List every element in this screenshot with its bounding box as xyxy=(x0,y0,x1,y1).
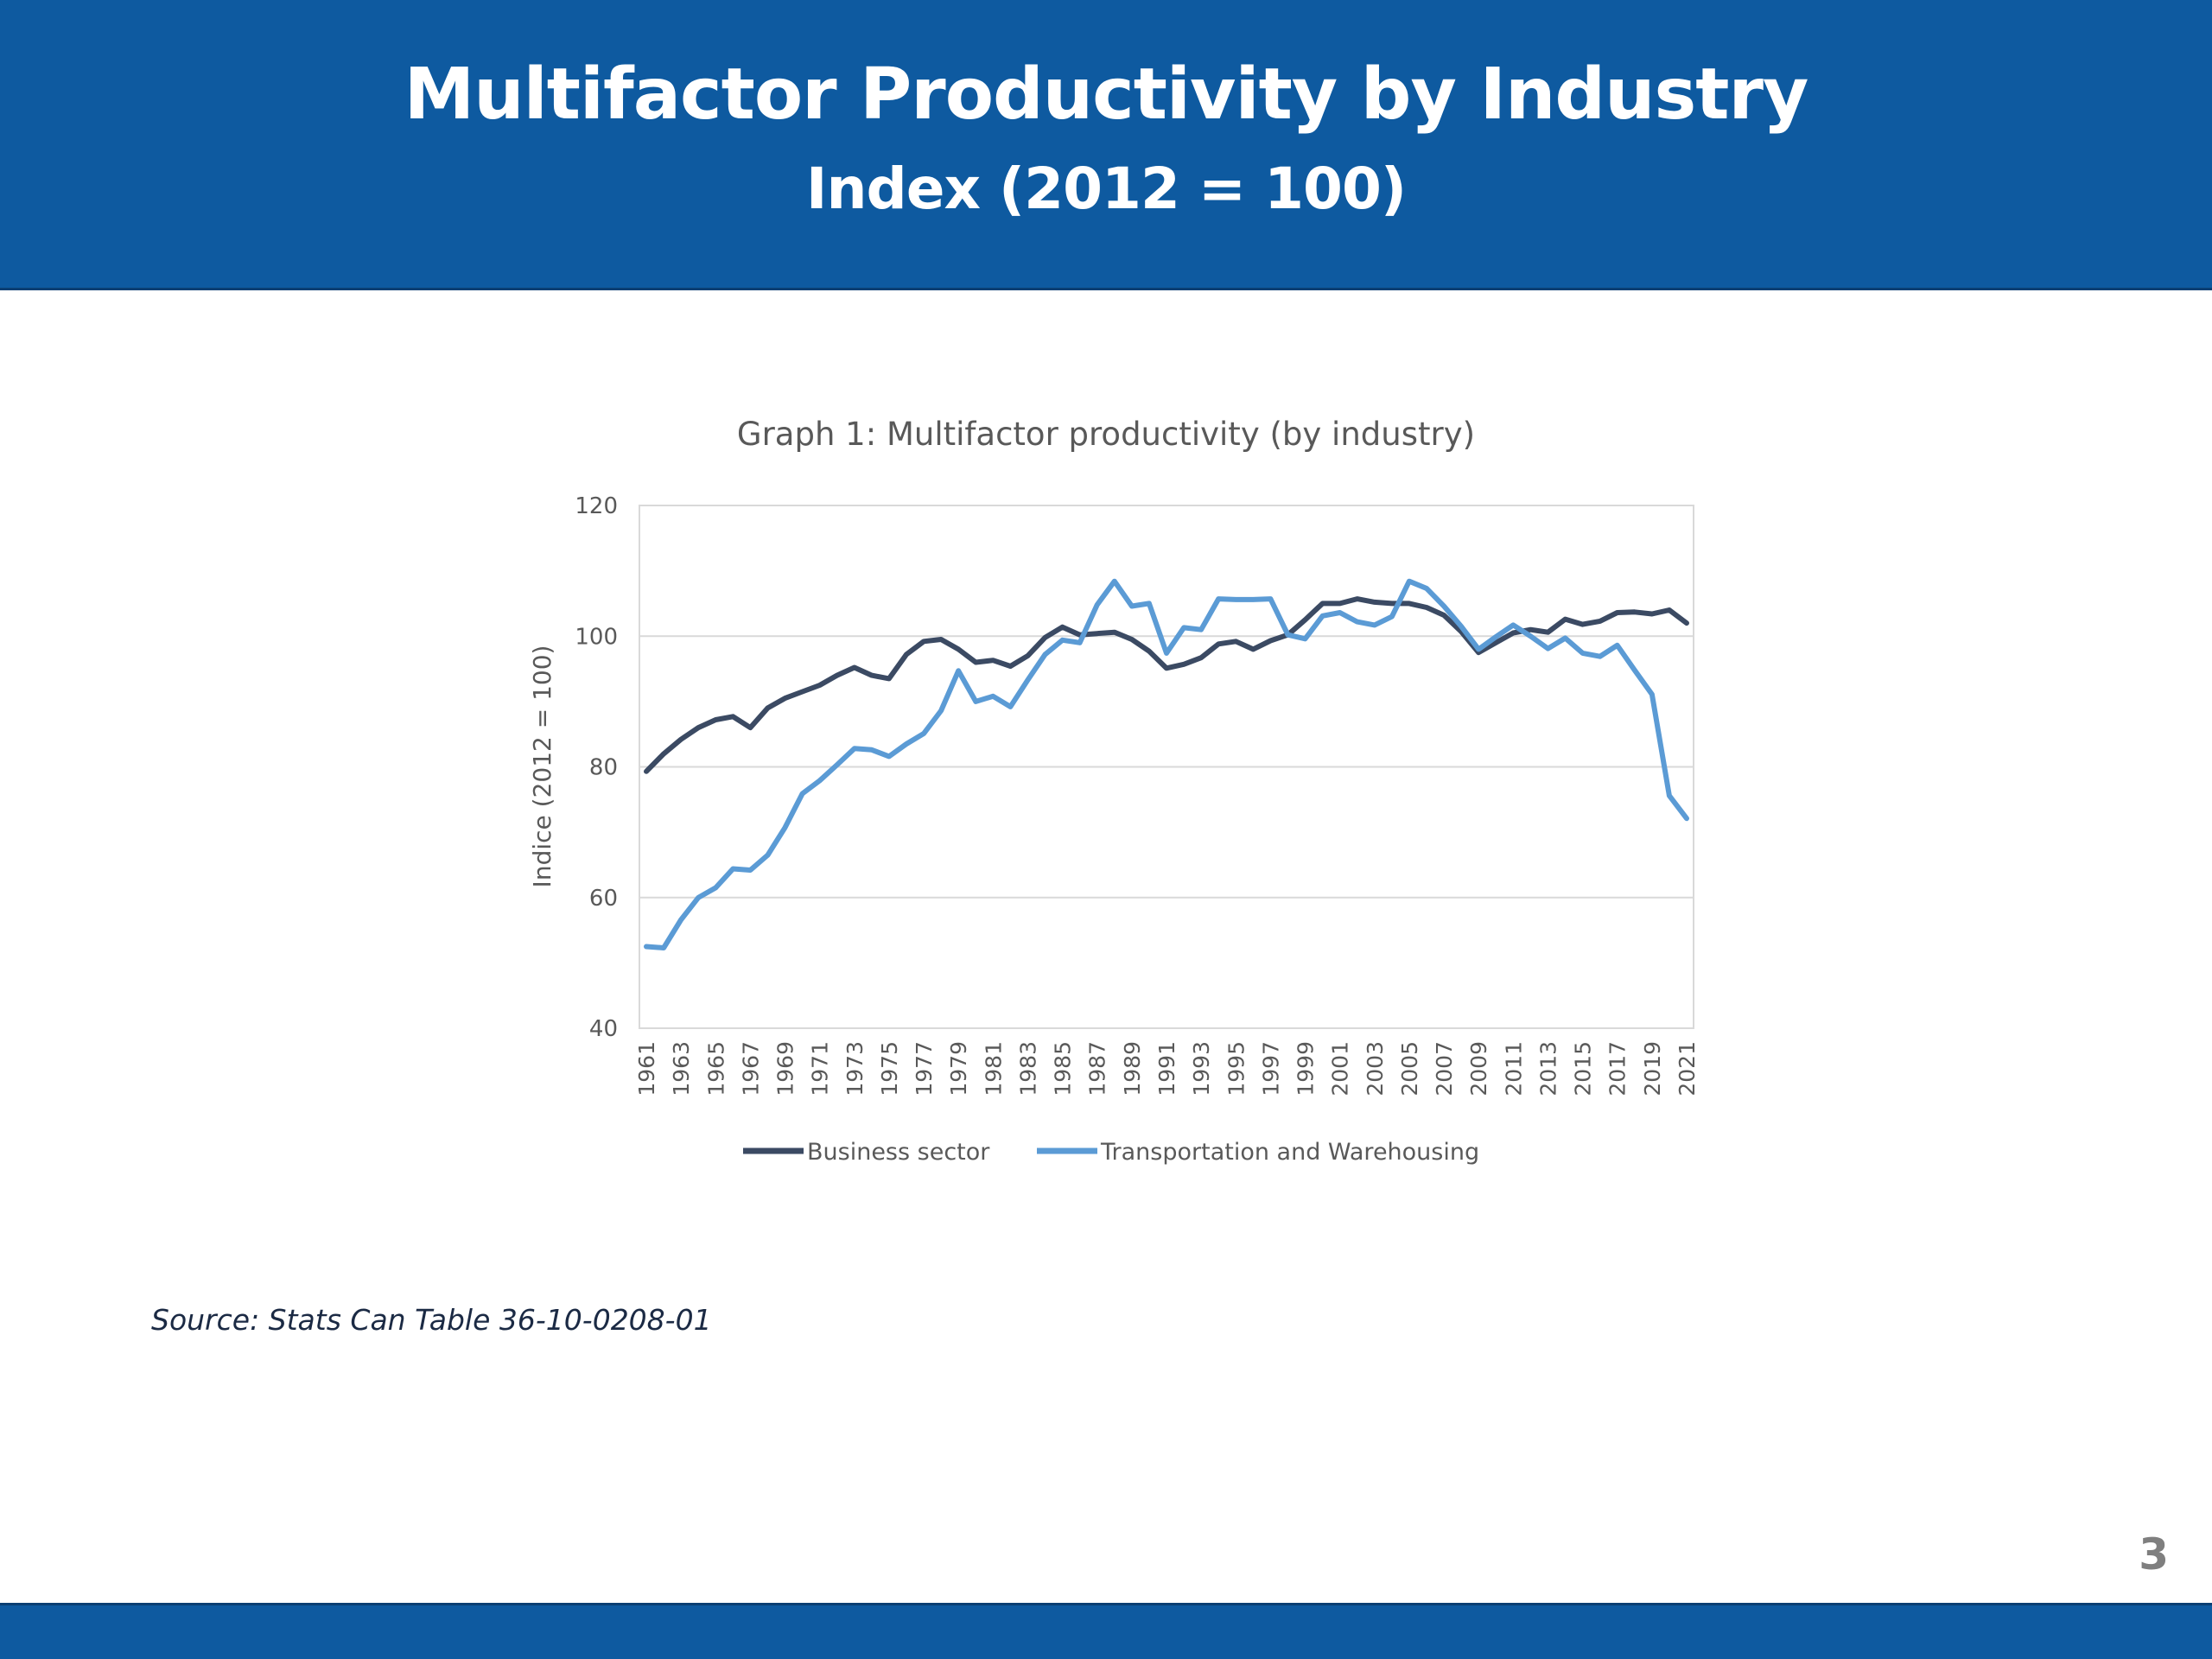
chart-title: Graph 1: Multifactor productivity (by in… xyxy=(737,416,1475,453)
x-tick-label: 1975 xyxy=(877,1041,902,1096)
x-tick-label: 2011 xyxy=(1501,1041,1526,1096)
x-tick-label: 1987 xyxy=(1085,1041,1110,1096)
legend-label-transportation-warehousing: Transportation and Warehousing xyxy=(1100,1139,1479,1166)
x-tick-label: 1971 xyxy=(808,1041,833,1096)
x-tick-label: 1999 xyxy=(1294,1041,1319,1096)
slide-subtitle: Index (2012 = 100) xyxy=(805,156,1407,222)
x-tick-label: 1977 xyxy=(912,1041,937,1096)
slide-title: Multifactor Productivity by Industry xyxy=(404,54,1809,136)
x-tick-label: 1973 xyxy=(842,1041,868,1096)
x-tick-label: 2007 xyxy=(1432,1041,1457,1096)
x-tick-label: 1967 xyxy=(738,1041,763,1096)
x-tick-label: 2005 xyxy=(1397,1041,1422,1096)
x-tick-label: 2009 xyxy=(1466,1041,1491,1096)
x-tick-label: 1965 xyxy=(703,1041,728,1096)
x-tick-label: 2017 xyxy=(1605,1041,1630,1096)
x-tick-label: 2021 xyxy=(1675,1041,1700,1096)
x-tick-label: 1979 xyxy=(946,1041,971,1096)
y-tick-label: 60 xyxy=(589,886,618,912)
x-tick-label: 2001 xyxy=(1328,1041,1353,1096)
y-tick-label: 40 xyxy=(589,1016,618,1042)
chart-area xyxy=(480,385,1732,1205)
slide-header: Multifactor Productivity by Industry Ind… xyxy=(0,0,2212,290)
x-tick-label: 1989 xyxy=(1120,1041,1145,1096)
x-tick-label: 1969 xyxy=(773,1041,798,1096)
x-tick-label: 1963 xyxy=(669,1041,694,1096)
legend-label-business-sector: Business sector xyxy=(807,1139,990,1166)
x-tick-label: 1985 xyxy=(1051,1041,1076,1096)
x-tick-label: 1995 xyxy=(1224,1041,1249,1096)
x-tick-label: 1997 xyxy=(1258,1041,1283,1096)
x-tick-label: 2003 xyxy=(1363,1041,1388,1096)
page-number: 3 xyxy=(2139,1529,2169,1580)
y-axis-label: Indice (2012 = 100) xyxy=(528,645,556,888)
source-note: Source: Stats Can Table 36-10-0208-01 xyxy=(151,1303,712,1337)
x-tick-label: 1981 xyxy=(981,1041,1006,1096)
x-tick-label: 2019 xyxy=(1640,1041,1665,1096)
y-tick-label: 100 xyxy=(575,624,618,650)
productivity-line-chart: Graph 1: Multifactor productivity (by in… xyxy=(480,385,1732,1205)
x-tick-label: 1983 xyxy=(1015,1041,1040,1096)
x-tick-label: 1991 xyxy=(1154,1041,1179,1096)
x-tick-label: 1993 xyxy=(1189,1041,1214,1096)
y-tick-label: 80 xyxy=(589,755,618,781)
slide-footer xyxy=(0,1603,2212,1659)
x-tick-label: 1961 xyxy=(634,1041,659,1096)
x-tick-label: 2015 xyxy=(1571,1041,1596,1096)
x-tick-label: 2013 xyxy=(1535,1041,1560,1096)
y-tick-label: 120 xyxy=(575,493,618,519)
